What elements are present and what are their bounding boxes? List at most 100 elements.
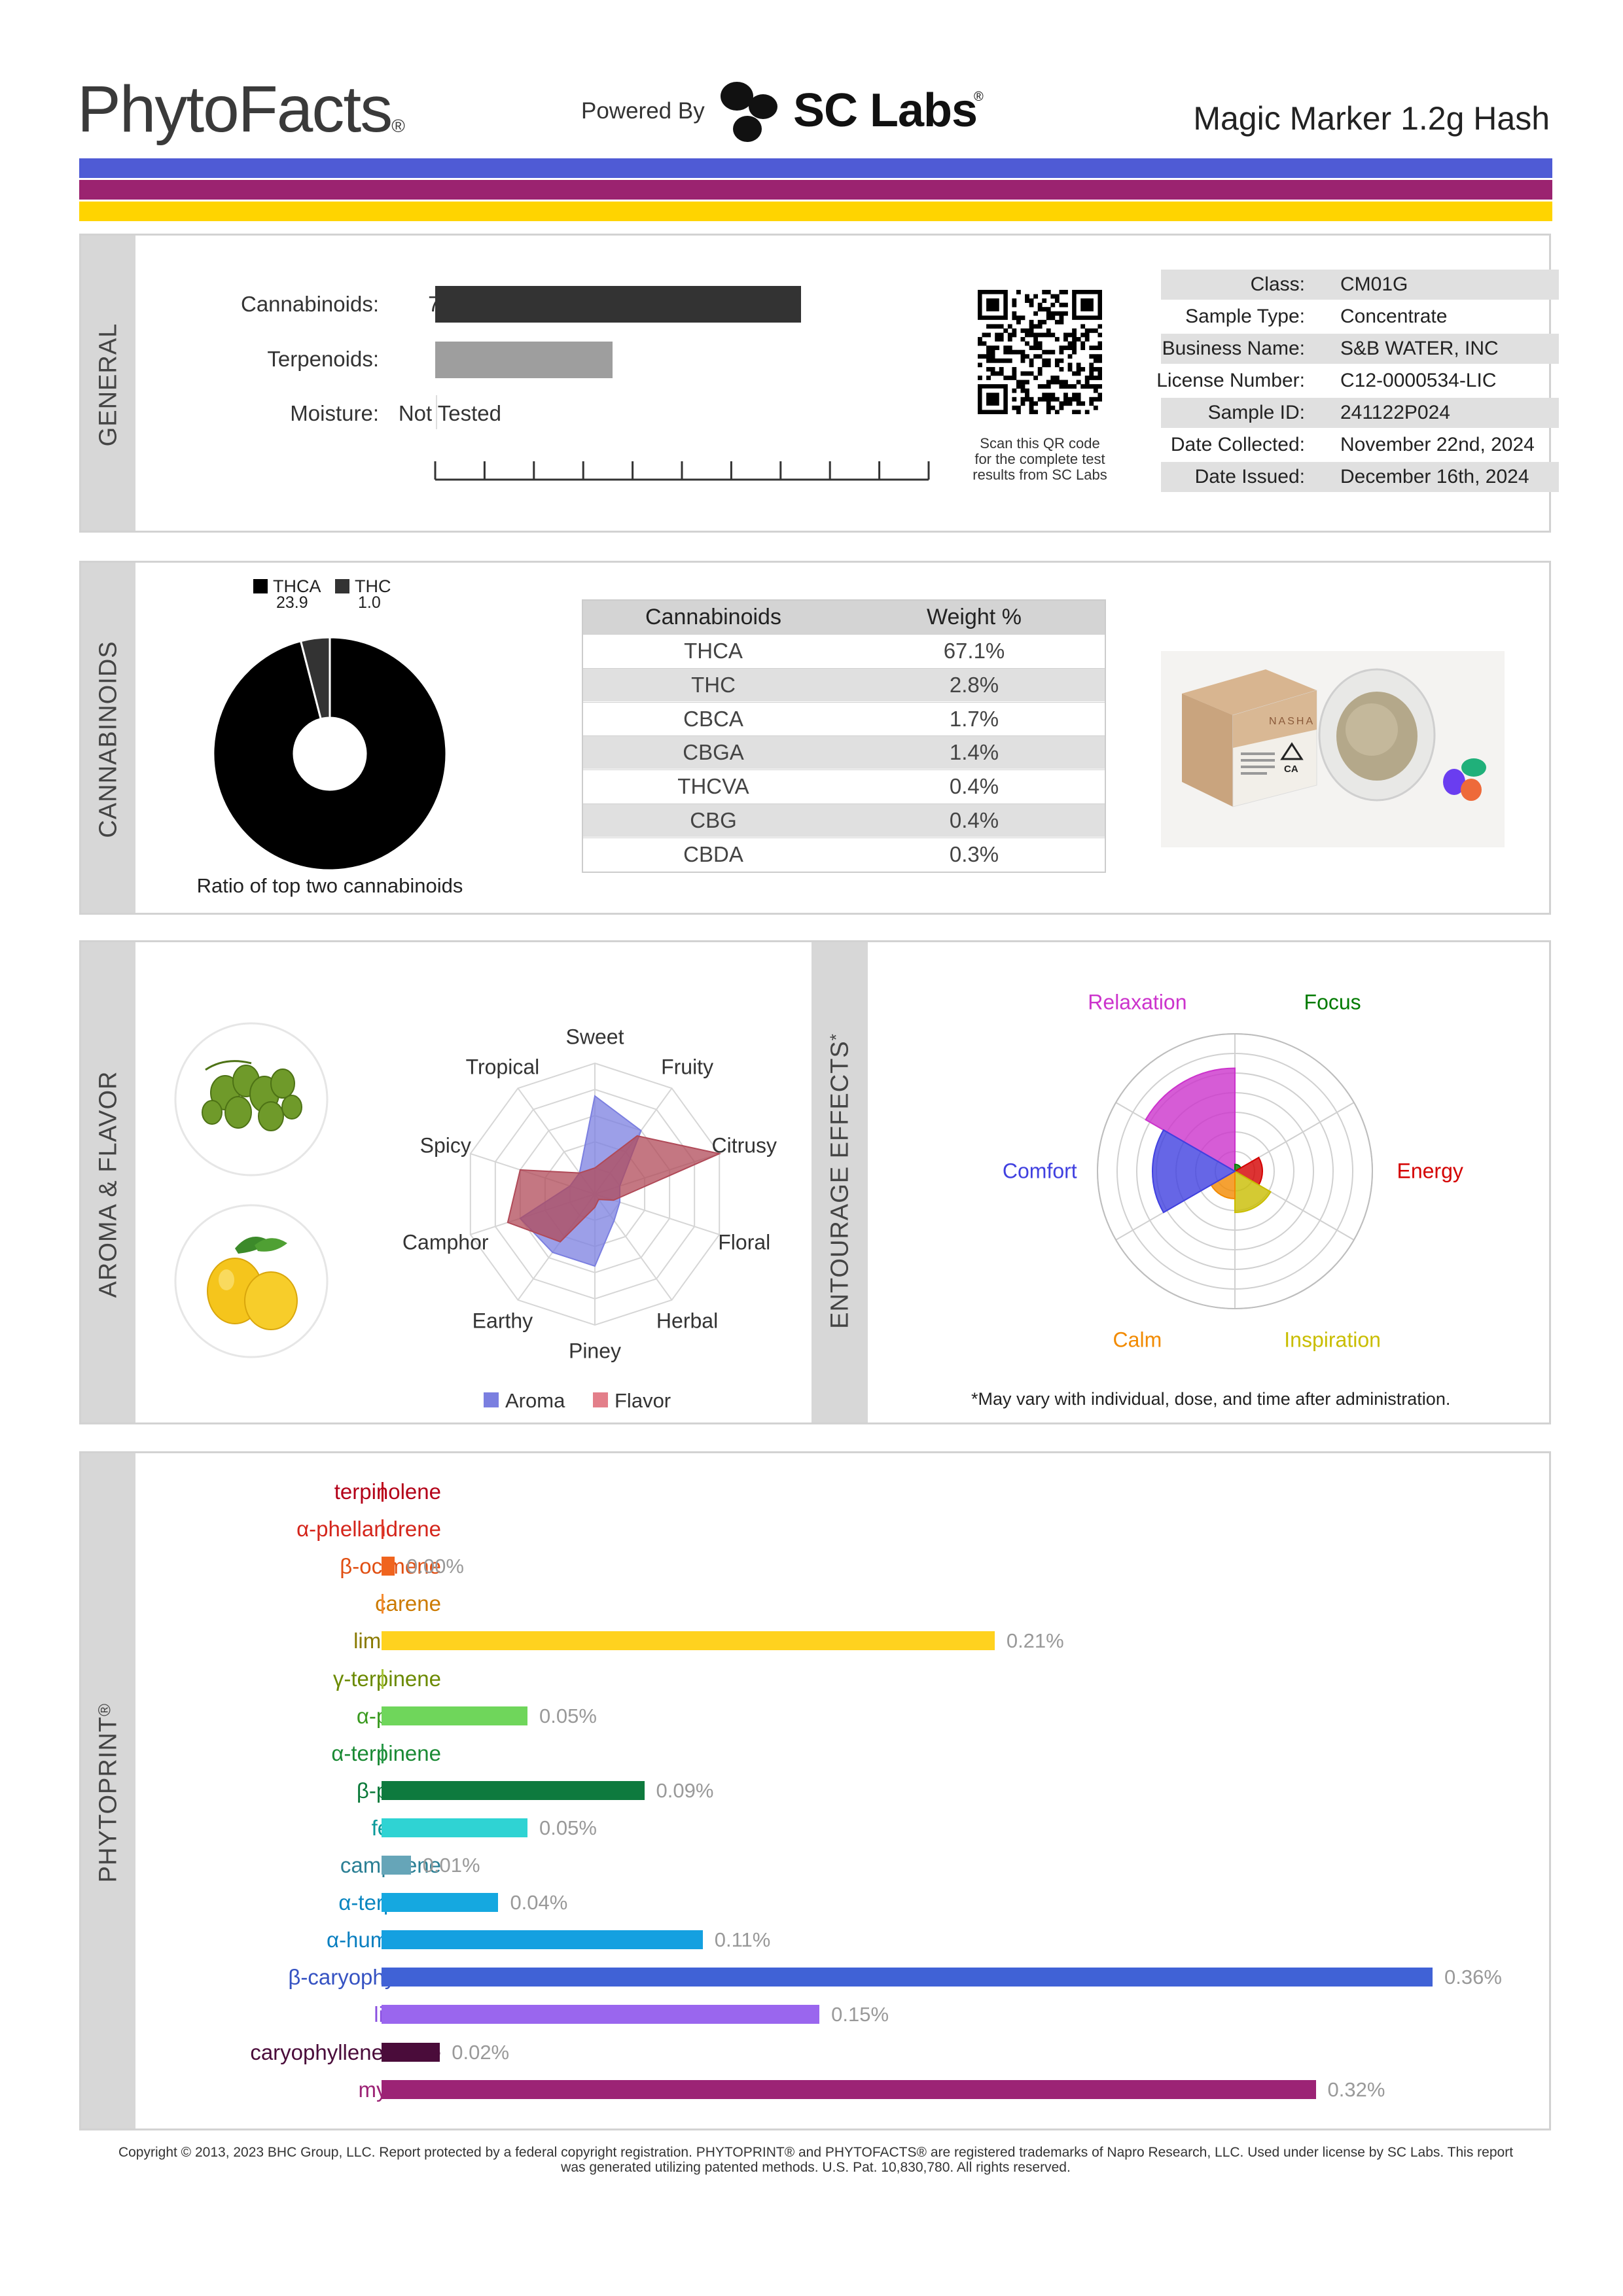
terpene-bar (382, 2005, 820, 2024)
terpenoids-bar (435, 342, 613, 378)
entourage-side-mark: * (826, 1033, 846, 1041)
terpene-name: α-terpinene (331, 1740, 441, 1765)
moisture-value: Not Tested (398, 401, 501, 425)
terpene-value: 0.32% (1327, 2077, 1385, 2101)
legend-swatch-flavor (593, 1392, 608, 1407)
donut-slice-thc (299, 636, 331, 720)
cannabinoids-sidebar: CANNABINOIDS (81, 563, 135, 913)
date-issued-value: December 16th, 2024 (1340, 466, 1529, 487)
hops-icon (174, 1022, 329, 1176)
phytoprint-panel: PHYTOPRINT® terpinolene α-phellandrene β-o… (79, 1451, 1551, 2130)
license-number-value: C12-0000534-LIC (1340, 370, 1497, 391)
general-scale-axis (434, 461, 930, 481)
date-collected-value: November 22nd, 2024 (1340, 434, 1535, 455)
product-jar (1318, 668, 1436, 802)
aroma-sidebar: AROMA & FLAVOR (81, 942, 135, 1422)
date-collected-key: Date Collected: (1170, 434, 1305, 455)
terpene-bar (382, 1482, 383, 1502)
terpene-bar (382, 1893, 499, 1913)
table-row-shade (583, 804, 1105, 837)
radar-axis-label: Herbal (656, 1309, 719, 1333)
terpene-name: α-phellandrene (296, 1517, 441, 1542)
terpene-bar (382, 1968, 1433, 1987)
terpene-value: 0.15% (831, 2003, 889, 2026)
sample-id-key: Sample ID: (1207, 402, 1305, 423)
box-brand-text: NASHA (1269, 716, 1315, 727)
qr-caption-line: results from SC Labs (972, 467, 1107, 483)
moisture-label: Moisture: (290, 401, 379, 425)
terpene-value: 0.05% (539, 1704, 597, 1727)
legend-swatch-thc (335, 579, 349, 593)
donut-caption: Ratio of top two cannabinoids (196, 874, 463, 897)
terpene-bar (382, 2042, 440, 2062)
terpene-name: carene (375, 1591, 441, 1616)
effect-wedge-inspiration (1234, 1170, 1272, 1214)
radar-axis-label: Camphor (402, 1230, 489, 1254)
radar-axis-label: Sweet (565, 1025, 624, 1049)
terpene-name: γ-terpinene (332, 1666, 441, 1691)
cannabinoid-weight: 1.7% (949, 706, 999, 731)
cannabinoid-name: CBDA (683, 841, 743, 866)
table-header-cannabinoids: Cannabinoids (645, 605, 781, 629)
aroma-flavor-radar (469, 1062, 722, 1326)
terpene-value: 0.00% (406, 1555, 464, 1578)
legend-name-thca: THCA (273, 576, 321, 596)
qr-caption: Scan this QR code for the complete test … (932, 436, 1148, 483)
radar-axis-label: Spicy (419, 1133, 471, 1157)
table-row-divider (583, 667, 1105, 669)
table-header-weight: Weight % (927, 605, 1022, 629)
entourage-effects-chart (1097, 1033, 1373, 1309)
radar-axis-label: Fruity (661, 1055, 714, 1079)
terpene-bar (382, 1557, 395, 1576)
powered-by-label: Powered By (581, 98, 705, 124)
cannabinoid-weight: 0.4% (949, 774, 999, 799)
info-row-shade (1161, 462, 1559, 492)
cannabinoid-name: THC (691, 672, 736, 697)
terpene-name: β-ocimene (179, 1552, 441, 1581)
stripe-blue (79, 158, 1552, 178)
sc-labs-logo-icon (721, 82, 777, 142)
class-key: Class: (1250, 274, 1305, 295)
footer-line: was generated utilizing patented methods… (561, 2160, 1071, 2175)
general-sidebar: GENERAL (81, 236, 135, 531)
sample-type-key: Sample Type: (1185, 306, 1305, 327)
table-row-shade (583, 735, 1105, 769)
effect-label-relaxation: Relaxation (1088, 990, 1187, 1014)
cannabinoid-table: Cannabinoids Weight % THCA 67.1% THC 2.8% CB… (582, 599, 1106, 873)
sc-dot-purple (1443, 769, 1465, 795)
class-value: CM01G (1340, 274, 1408, 295)
table-row-divider (583, 701, 1105, 703)
table-row-divider (583, 735, 1105, 737)
date-issued-key: Date Issued: (1194, 466, 1305, 487)
license-number-key: License Number: (1156, 370, 1305, 391)
cannabinoids-bar (435, 286, 802, 323)
lab-registered-mark: ® (974, 90, 984, 104)
qr-code-icon[interactable] (978, 290, 1102, 414)
sample-type-value: Concentrate (1340, 306, 1448, 327)
general-side-label: GENERAL (94, 323, 122, 447)
cannabinoid-weight: 0.4% (949, 808, 999, 832)
cannabinoids-label: Cannabinoids: (241, 292, 379, 316)
terpene-bar (382, 1519, 383, 1540)
effect-label-inspiration: Inspiration (1284, 1328, 1381, 1352)
qr-caption-line: Scan this QR code (980, 435, 1100, 451)
sc-dot-orange (1461, 779, 1482, 801)
sc-dot-green (1461, 758, 1486, 777)
entourage-side-label: ENTOURAGE EFFECTS* (827, 1033, 855, 1329)
effect-label-energy: Energy (1397, 1159, 1463, 1183)
business-name-key: Business Name: (1162, 338, 1305, 359)
phytoprint-side-mark: ® (94, 1703, 115, 1716)
cannabinoid-weight: 2.8% (949, 672, 999, 697)
terpene-name: terpinolene (334, 1479, 441, 1504)
table-row-divider (583, 769, 1105, 771)
terpene-bar (382, 1706, 528, 1725)
cannabinoid-name: CBGA (683, 740, 744, 765)
cannabinoids-panel: CANNABINOIDS THCA 23.9 THC 1.0 Ratio of … (79, 561, 1551, 915)
footer-line: Copyright © 2013, 2023 BHC Group, LLC. R… (118, 2145, 1514, 2160)
terpene-value: 0.05% (539, 1816, 597, 1839)
terpene-value: 0.36% (1444, 1966, 1502, 1989)
aroma-side-label: AROMA & FLAVOR (94, 1070, 122, 1298)
copyright-footer: Copyright © 2013, 2023 BHC Group, LLC. R… (79, 2145, 1552, 2175)
phytoprint-side-label: PHYTOPRINT® (95, 1703, 123, 1882)
legend-value-thc: 1.0 (358, 593, 381, 612)
